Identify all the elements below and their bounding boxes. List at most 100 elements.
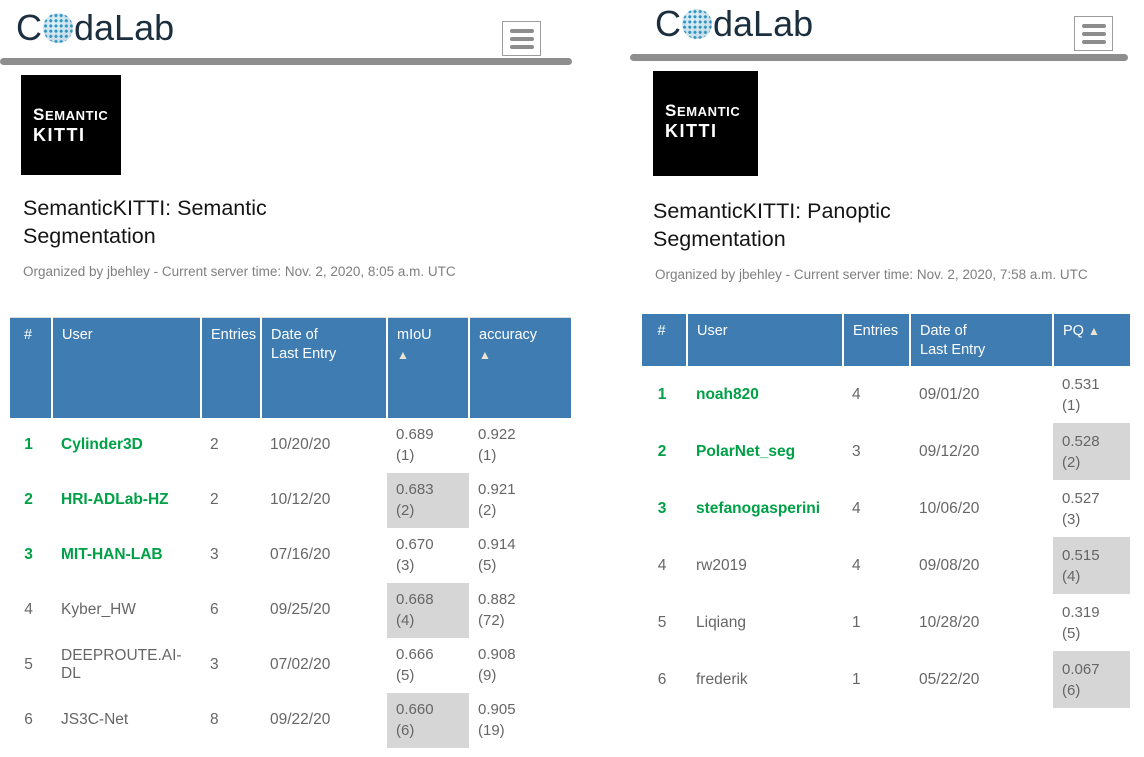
- pq-cell: 0.515 (4): [1053, 537, 1130, 594]
- col-header-entries: Entries: [200, 317, 261, 418]
- table-row: 5 Liqiang 1 10/28/20 0.319 (5): [642, 594, 1130, 651]
- semantickitti-logo: SEMANTIC KITTI: [21, 75, 121, 175]
- hamburger-icon: [509, 36, 534, 41]
- codalab-logo-text-c: C: [16, 7, 42, 48]
- entries-cell: 8: [210, 711, 219, 728]
- rank-cell: 5: [24, 656, 33, 673]
- table-row: 1 noah820 4 09/01/20 0.531 (1): [642, 366, 1130, 423]
- sort-asc-icon: ▲: [479, 348, 491, 362]
- leaderboard-table: # User Entries Date of Last Entry mIoU ▲ a…: [10, 317, 571, 748]
- accuracy-cell: 0.905 (19): [478, 701, 516, 739]
- date-cell: 09/25/20: [270, 601, 331, 618]
- user-cell: JS3C-Net: [61, 711, 129, 728]
- date-cell: 10/28/20: [919, 613, 980, 631]
- date-cell: 07/16/20: [270, 546, 331, 563]
- page-title: SemanticKITTI: Semantic Segmentation: [23, 196, 267, 248]
- user-cell: MIT-HAN-LAB: [61, 546, 163, 563]
- date-cell: 09/01/20: [919, 385, 980, 403]
- table-row: 4 Kyber_HW 6 09/25/20 0.668 (4) 0.882 (72): [10, 582, 571, 638]
- codalab-dotted-o-icon: [43, 13, 73, 43]
- user-cell: rw2019: [696, 556, 747, 574]
- date-cell: 07/02/20: [270, 656, 331, 673]
- date-cell: 10/06/20: [919, 499, 980, 517]
- user-cell: Cylinder3D: [61, 436, 143, 453]
- pq-cell: 0.319 (5): [1062, 603, 1100, 642]
- table-row: 1 Cylinder3D 2 10/20/20 0.689 (1) 0.922 (1…: [10, 418, 571, 473]
- date-cell: 09/08/20: [919, 556, 980, 574]
- codalab-logo-text-rest: daLab: [713, 3, 814, 44]
- entries-cell: 3: [210, 546, 219, 563]
- user-cell: HRI-ADLab-HZ: [61, 491, 169, 508]
- table-row: 2 HRI-ADLab-HZ 2 10/12/20 0.683 (2) 0.921…: [10, 472, 571, 528]
- col-header-miou[interactable]: mIoU ▲: [386, 317, 469, 418]
- entries-cell: 4: [852, 499, 861, 517]
- entries-cell: 6: [210, 601, 219, 618]
- miou-cell: 0.683 (2): [387, 472, 469, 528]
- date-cell: 10/12/20: [270, 491, 331, 508]
- accuracy-cell: 0.914 (5): [478, 536, 516, 574]
- date-cell: 10/20/20: [270, 436, 331, 453]
- rank-cell: 6: [657, 670, 667, 688]
- accuracy-cell: 0.908 (9): [478, 646, 516, 684]
- table-row: 4 rw2019 4 09/08/20 0.515 (4): [642, 537, 1130, 594]
- sort-asc-icon: ▲: [397, 348, 409, 362]
- rank-cell: 4: [657, 556, 667, 574]
- col-header-rank: #: [10, 317, 52, 418]
- hamburger-menu-button[interactable]: [1074, 16, 1113, 51]
- accuracy-cell: 0.921 (2): [478, 481, 516, 519]
- user-cell: PolarNet_seg: [696, 442, 796, 460]
- organizer-info: Organized by jbehley - Current server ti…: [23, 264, 456, 279]
- miou-cell: 0.668 (4): [387, 582, 469, 638]
- entries-cell: 4: [852, 556, 861, 574]
- pq-cell: 0.531 (1): [1062, 375, 1100, 414]
- accuracy-cell: 0.882 (72): [478, 591, 516, 629]
- miou-cell: 0.689 (1): [396, 426, 434, 464]
- rank-cell: 2: [24, 491, 33, 508]
- date-cell: 09/22/20: [270, 711, 331, 728]
- accuracy-cell: 0.922 (1): [478, 426, 516, 464]
- table-row: 3 stefanogasperini 4 10/06/20 0.527 (3): [642, 480, 1130, 537]
- miou-cell: 0.666 (5): [396, 646, 434, 684]
- col-header-pq[interactable]: PQ ▲: [1052, 314, 1130, 366]
- semantickitti-logo-line1: SEMANTIC: [33, 105, 109, 124]
- hamburger-icon: [1081, 39, 1106, 44]
- col-header-entries: Entries: [842, 314, 910, 366]
- col-header-accuracy[interactable]: accuracy ▲: [468, 317, 571, 418]
- col-header-date: Date of Last Entry: [260, 317, 387, 418]
- col-header-user: User: [51, 317, 201, 418]
- miou-cell: 0.660 (6): [387, 692, 469, 748]
- table-header-row: # User Entries Date of Last Entry PQ ▲: [642, 314, 1130, 366]
- hamburger-icon: [509, 28, 534, 33]
- miou-cell: 0.670 (3): [396, 536, 434, 574]
- col-header-rank: #: [642, 314, 687, 366]
- hamburger-menu-button[interactable]: [502, 21, 541, 56]
- entries-cell: 3: [852, 442, 861, 460]
- user-cell: stefanogasperini: [696, 499, 821, 517]
- pq-cell: 0.528 (2): [1053, 423, 1130, 480]
- sort-asc-icon: ▲: [1087, 324, 1100, 338]
- user-cell: noah820: [696, 385, 759, 403]
- codalab-logo-text-c: C: [655, 3, 681, 44]
- semantickitti-logo-line2: KITTI: [665, 121, 718, 141]
- table-row: 5 DEEPROUTE.AI-DL 3 07/02/20 0.666 (5) 0.…: [10, 638, 571, 693]
- user-cell: DEEPROUTE.AI-DL: [61, 647, 182, 682]
- rank-cell: 2: [657, 442, 667, 460]
- date-cell: 09/12/20: [919, 442, 980, 460]
- table-header-row: # User Entries Date of Last Entry mIoU ▲ a…: [10, 317, 571, 418]
- hamburger-icon: [1081, 23, 1106, 28]
- divider-bar: [630, 54, 1128, 61]
- entries-cell: 2: [210, 436, 219, 453]
- rank-cell: 3: [657, 499, 667, 517]
- col-header-date: Date of Last Entry: [909, 314, 1053, 366]
- semantickitti-logo: SEMANTIC KITTI: [653, 71, 758, 176]
- pq-cell: 0.527 (3): [1062, 489, 1100, 528]
- entries-cell: 2: [210, 491, 219, 508]
- rank-cell: 5: [657, 613, 667, 631]
- divider-bar: [0, 58, 572, 65]
- leaderboard-table: # User Entries Date of Last Entry PQ ▲ 1 …: [642, 314, 1130, 708]
